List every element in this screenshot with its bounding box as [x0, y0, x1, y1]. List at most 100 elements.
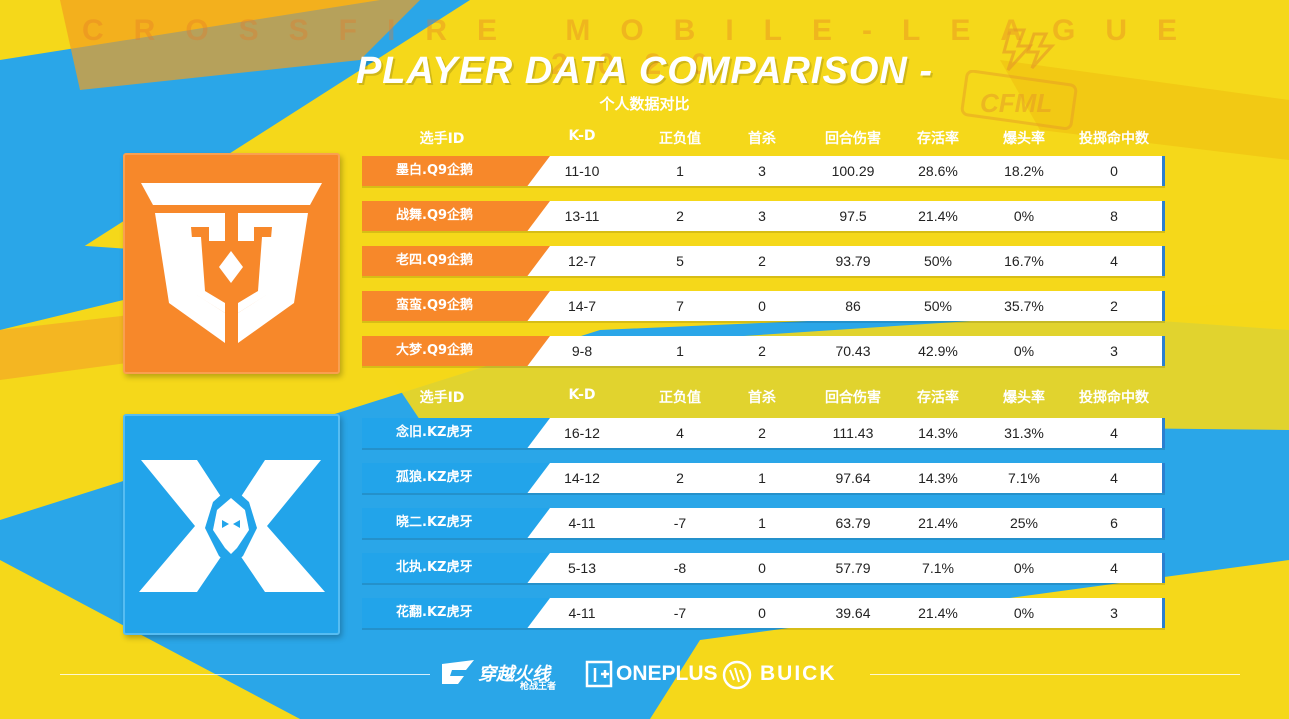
buick-logo-icon — [722, 660, 752, 690]
brand-crossfire: 穿越火线 — [478, 664, 550, 684]
cell-hs: 0% — [1013, 605, 1035, 621]
table-header-kz: 选手ID K-D 正负值 首杀 回合伤害 存活率 爆头率 投掷命中数 — [362, 387, 1164, 411]
cell-throw: 2 — [1110, 298, 1118, 314]
cell-fk: 2 — [758, 425, 766, 441]
player-id: 念旧.KZ虎牙 — [362, 418, 550, 448]
brand-buick: BUICK — [760, 662, 837, 685]
table-row: 大梦.Q9企鹅 9-8 1 2 70.43 42.9% 0% 3 — [362, 336, 1165, 368]
lightning-icon — [1002, 28, 1056, 72]
cell-throw: 4 — [1110, 425, 1118, 441]
cell-pm: 2 — [676, 470, 684, 486]
cell-throw: 4 — [1110, 253, 1118, 269]
table-row: 念旧.KZ虎牙 16-12 4 2 111.43 14.3% 31.3% 4 — [362, 418, 1165, 450]
cell-dmg: 111.43 — [832, 425, 874, 441]
cell-pm: 1 — [676, 343, 684, 359]
footer-divider-right — [870, 674, 1240, 675]
table-row: 蛮蛮.Q9企鹅 14-7 7 0 86 50% 35.7% 2 — [362, 291, 1165, 323]
player-id: 老四.Q9企鹅 — [362, 246, 550, 276]
cell-fk: 0 — [758, 605, 766, 621]
cell-surv: 21.4% — [918, 515, 958, 531]
cell-surv: 50% — [923, 298, 953, 314]
player-id: 蛮蛮.Q9企鹅 — [362, 291, 550, 321]
cell-hs: 31.3% — [1004, 425, 1044, 441]
column-header: 存活率 — [917, 390, 959, 406]
cell-dmg: 63.79 — [835, 515, 871, 531]
cell-hs: 0% — [1013, 208, 1035, 224]
cell-dmg: 97.5 — [839, 208, 867, 224]
kz-logo-icon — [139, 460, 325, 592]
column-header: 回合伤害 — [825, 131, 881, 147]
page-title: PLAYER DATA COMPARISON - — [355, 50, 934, 92]
cfml-watermark-icon: CFML — [960, 70, 1078, 130]
cell-throw: 8 — [1110, 208, 1118, 224]
player-id: 晓二.KZ虎牙 — [362, 508, 550, 538]
column-header: 投掷命中数 — [1079, 390, 1149, 406]
cell-throw: 4 — [1110, 560, 1118, 576]
sponsor-footer: 穿越火线 枪战王者 ONEPLUS BUICK — [0, 656, 1289, 692]
oneplus-logo-icon — [585, 660, 613, 688]
cell-surv: 21.4% — [918, 208, 958, 224]
q9-logo-icon — [141, 183, 322, 343]
cell-kd: 14-7 — [567, 298, 597, 314]
cell-dmg: 97.64 — [835, 470, 871, 486]
cell-pm: -7 — [673, 605, 687, 621]
cell-kd: 9-8 — [571, 343, 593, 359]
column-header: 正负值 — [659, 131, 701, 147]
cell-fk: 1 — [758, 515, 766, 531]
player-id: 大梦.Q9企鹅 — [362, 336, 550, 366]
cell-kd: 4-11 — [568, 515, 596, 531]
player-id: 孤狼.KZ虎牙 — [362, 463, 550, 493]
cell-throw: 0 — [1110, 163, 1118, 179]
cell-kd: 16-12 — [564, 425, 600, 441]
watermark-text: CFML — [980, 88, 1052, 118]
table-header-q9: 选手ID K-D 正负值 首杀 回合伤害 存活率 爆头率 投掷命中数 — [362, 128, 1164, 152]
cell-fk: 2 — [758, 343, 766, 359]
cell-kd: 12-7 — [567, 253, 597, 269]
cell-surv: 14.3% — [918, 425, 958, 441]
cell-hs: 35.7% — [1004, 298, 1044, 314]
table-row: 孤狼.KZ虎牙 14-12 2 1 97.64 14.3% 7.1% 4 — [362, 463, 1165, 495]
column-header: 回合伤害 — [825, 390, 881, 406]
cell-hs: 7.1% — [1008, 470, 1040, 486]
cell-kd: 13-11 — [564, 208, 600, 224]
cell-dmg: 100.29 — [831, 163, 875, 179]
player-id: 北执.KZ虎牙 — [362, 553, 550, 583]
cell-kd: 14-12 — [564, 470, 600, 486]
cf-logo-icon — [442, 660, 474, 684]
cell-surv: 7.1% — [922, 560, 954, 576]
brand-oneplus: ONEPLUS — [616, 662, 718, 685]
column-header: 存活率 — [917, 131, 959, 147]
cell-fk: 3 — [758, 163, 766, 179]
cell-throw: 6 — [1110, 515, 1118, 531]
cell-pm: -8 — [673, 560, 687, 576]
cell-throw: 3 — [1110, 343, 1118, 359]
column-header: 正负值 — [659, 390, 701, 406]
cell-kd: 5-13 — [567, 560, 597, 576]
cell-surv: 28.6% — [918, 163, 958, 179]
table-row: 晓二.KZ虎牙 4-11 -7 1 63.79 21.4% 25% 6 — [362, 508, 1165, 540]
table-row: 老四.Q9企鹅 12-7 5 2 93.79 50% 16.7% 4 — [362, 246, 1165, 278]
table-row: 花翻.KZ虎牙 4-11 -7 0 39.64 21.4% 0% 3 — [362, 598, 1165, 630]
column-header: K-D — [568, 387, 596, 403]
table-row: 北执.KZ虎牙 5-13 -8 0 57.79 7.1% 0% 4 — [362, 553, 1165, 585]
column-header: 投掷命中数 — [1079, 131, 1149, 147]
cell-fk: 0 — [758, 298, 766, 314]
footer-divider-left — [60, 674, 430, 675]
cell-hs: 18.2% — [1004, 163, 1044, 179]
cell-fk: 2 — [758, 253, 766, 269]
cell-surv: 21.4% — [918, 605, 958, 621]
column-header: 首杀 — [748, 131, 776, 147]
team-logo-kz — [123, 414, 340, 635]
table-row: 墨白.Q9企鹅 11-10 1 3 100.29 28.6% 18.2% 0 — [362, 156, 1165, 188]
page-subtitle: 个人数据对比 — [599, 95, 690, 113]
cell-dmg: 57.79 — [835, 560, 871, 576]
league-banner: CROSSFIRE MOBILE-LEAGUE 2020 — [81, 14, 1207, 81]
cell-surv: 14.3% — [918, 470, 958, 486]
cell-pm: 2 — [676, 208, 684, 224]
cell-pm: 1 — [676, 163, 684, 179]
column-header: 爆头率 — [1003, 131, 1045, 147]
column-header: 选手ID — [419, 390, 465, 406]
cell-kd: 4-11 — [568, 605, 596, 621]
player-id: 战舞.Q9企鹅 — [362, 201, 550, 231]
cell-hs: 0% — [1013, 560, 1035, 576]
